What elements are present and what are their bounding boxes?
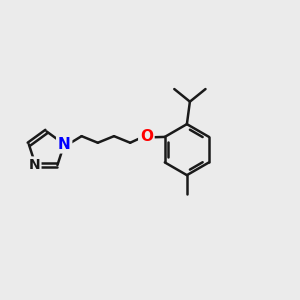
Text: N: N [28,158,40,172]
Text: O: O [140,129,153,144]
Text: N: N [58,137,70,152]
